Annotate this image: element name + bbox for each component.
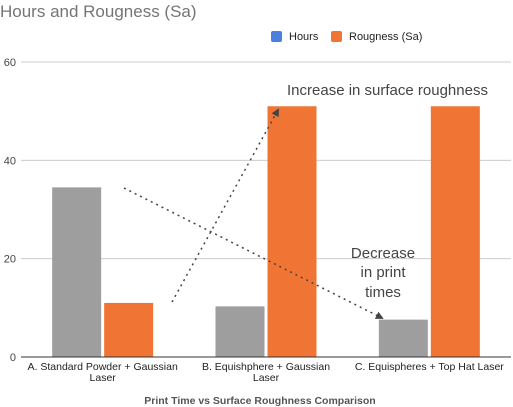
- y-tick-label: 40: [4, 155, 16, 167]
- legend-label-roughness: Rougness (Sa): [349, 31, 422, 43]
- category-label: C. Equispheres + Top Hat Laser: [355, 361, 504, 373]
- y-tick-label: 0: [10, 352, 16, 364]
- annotation-decrease-print-times: Decrease in print times: [351, 245, 415, 301]
- decrease-time-arrow: [123, 187, 384, 319]
- bar-rougness-sa-2: [267, 106, 317, 357]
- y-tick-label: 60: [4, 57, 16, 69]
- category-label: Laser: [90, 372, 117, 384]
- bar-rougness-sa-1: [104, 302, 154, 357]
- category-label: Laser: [253, 372, 280, 384]
- annotation-decrease-line-3: times: [365, 284, 401, 301]
- chart-title: Hours and Rougness (Sa): [0, 2, 197, 21]
- increase-roughness-arrow: [171, 108, 279, 303]
- y-axis-ticks: 0 20 40 60: [4, 57, 16, 364]
- legend-swatch-roughness: [331, 31, 342, 42]
- legend-label-hours: Hours: [289, 31, 319, 43]
- bar-hours-3: [378, 319, 428, 357]
- category-label: B. Equishphere + Gaussian: [202, 361, 330, 373]
- y-tick-label: 20: [4, 254, 16, 266]
- legend-swatch-hours: [271, 31, 282, 42]
- bars: [52, 106, 480, 357]
- arrows: [123, 108, 384, 319]
- bar-rougness-sa-3: [430, 106, 480, 357]
- legend: Hours Rougness (Sa): [271, 31, 422, 43]
- x-axis-label: Print Time vs Surface Roughness Comparis…: [144, 395, 375, 407]
- bar-hours-1: [52, 187, 102, 357]
- gridlines: [21, 61, 511, 260]
- annotation-decrease-line-1: Decrease: [351, 245, 415, 262]
- category-label: A. Standard Powder + Gaussian: [28, 361, 178, 373]
- annotation-increase-roughness: Increase in surface roughness: [287, 82, 488, 99]
- annotation-decrease-line-2: in print: [360, 264, 406, 281]
- bar-hours-2: [215, 306, 265, 357]
